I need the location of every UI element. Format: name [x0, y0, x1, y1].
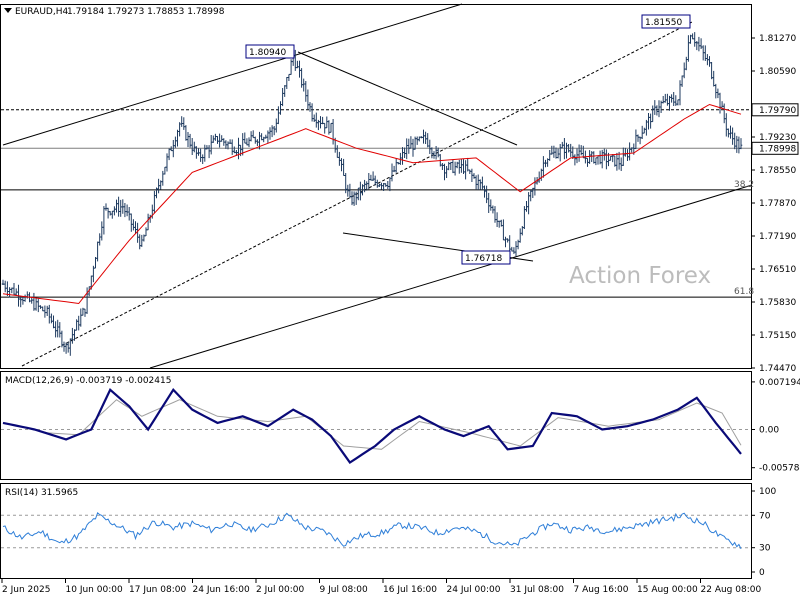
price-axis-label: 1.81270 [759, 34, 796, 44]
price-axis-label: 1.76510 [759, 265, 796, 275]
macd-pane-frame [0, 371, 752, 480]
rsi-pane-frame [0, 483, 752, 579]
upper-channel-line[interactable] [2, 3, 463, 146]
annotation-box [245, 44, 295, 59]
annotation-1-81550: 1.81550 [641, 14, 691, 29]
annotation-1-76718: 1.76718 [461, 250, 511, 265]
price-annotations: 1.80940 1.81550 1.76718 [245, 14, 691, 265]
annotation-1-80940: 1.80940 [245, 44, 295, 59]
rsi-label: RSI(14) 31.5965 [5, 488, 78, 498]
time-axis-label: 2 Jul 00:00 [256, 585, 305, 595]
macd-label: MACD(12,26,9) -0.003719 -0.002415 [5, 376, 171, 386]
macd-axis-label: -0.005784 [759, 464, 800, 474]
time-axis-label: 31 Jul 08:00 [510, 585, 564, 595]
price-axis-label: 1.79230 [759, 133, 796, 143]
time-axis-label: 10 Jun 00:00 [66, 585, 123, 595]
price-pane-frame [0, 4, 752, 369]
fib-38-2-label: 38.2 [734, 180, 754, 190]
price-tag-level: 1.79790 [759, 106, 796, 116]
ohlc-values: 1.79184 1.79273 1.78853 1.78998 [67, 7, 225, 17]
annotation-text: 1.81550 [645, 18, 682, 28]
price-axis: 1.81270 1.80590 1.79230 1.78550 1.77870 1.771… [751, 34, 796, 374]
annotation-box [641, 14, 691, 29]
annotation-text: 1.80940 [249, 48, 286, 58]
macd-axis: 0.007194 0.00 -0.005784 [751, 378, 800, 474]
price-axis-label: 1.77870 [759, 199, 796, 209]
rsi-axis-label: 100 [759, 487, 776, 497]
price-tags: 1.79790 1.78998 [751, 103, 799, 155]
watermark: Action Forex [569, 263, 711, 289]
rsi-axis-label: 70 [759, 511, 771, 521]
rsi-axis-label: 30 [759, 544, 771, 554]
mid-channel-dashed-line[interactable] [21, 21, 693, 367]
time-axis-label: 7 Aug 16:00 [574, 585, 629, 595]
symbol-title: EURAUD,H4 [15, 7, 68, 17]
macd-axis-label: 0.00 [759, 426, 779, 436]
horizontal-levels: 38.2 61.8 [1, 109, 754, 298]
price-tag-box [751, 141, 799, 155]
time-axis-label: 2 Jun 2025 [2, 585, 50, 595]
rsi-axis-label: 0 [759, 568, 765, 578]
macd-main-line [2, 388, 742, 464]
time-axis-label: 15 Aug 00:00 [637, 585, 698, 595]
price-axis-label: 1.77190 [759, 232, 796, 242]
time-axis-label: 16 Jul 16:00 [383, 585, 437, 595]
price-axis-label: 1.75150 [759, 331, 796, 341]
annotation-box [461, 250, 511, 265]
time-axis: 2 Jun 2025 10 Jun 00:00 17 Jun 08:00 24 Jun… [1, 579, 762, 595]
time-axis-label: 24 Jun 16:00 [193, 585, 250, 595]
price-axis-label: 1.80590 [759, 67, 796, 77]
chart-header: EURAUD,H4 1.79184 1.79273 1.78853 1.7899… [4, 7, 225, 17]
price-tag-box [751, 103, 799, 117]
annotation-text: 1.76718 [465, 254, 502, 264]
rsi-line [2, 511, 742, 550]
ohlc-bars [1, 32, 743, 356]
moving-average-line [2, 103, 742, 305]
time-axis-label: 17 Jun 08:00 [129, 585, 186, 595]
fib-61-8-label: 61.8 [734, 287, 754, 297]
price-tag-last: 1.78998 [759, 144, 796, 154]
macd-axis-label: 0.007194 [759, 378, 800, 388]
time-axis-label: 22 Aug 08:00 [701, 585, 762, 595]
time-axis-label: 9 Jul 08:00 [320, 585, 369, 595]
price-axis-label: 1.74470 [759, 364, 796, 374]
descending-resistance-line[interactable] [297, 51, 518, 146]
lower-channel-line[interactable] [149, 184, 753, 369]
price-axis-label: 1.75830 [759, 298, 796, 308]
menu-triangle-icon[interactable] [4, 8, 12, 13]
price-axis-label: 1.78550 [759, 166, 796, 176]
rsi-axis: 100 70 30 0 [751, 487, 776, 578]
time-axis-label: 24 Jul 00:00 [447, 585, 501, 595]
